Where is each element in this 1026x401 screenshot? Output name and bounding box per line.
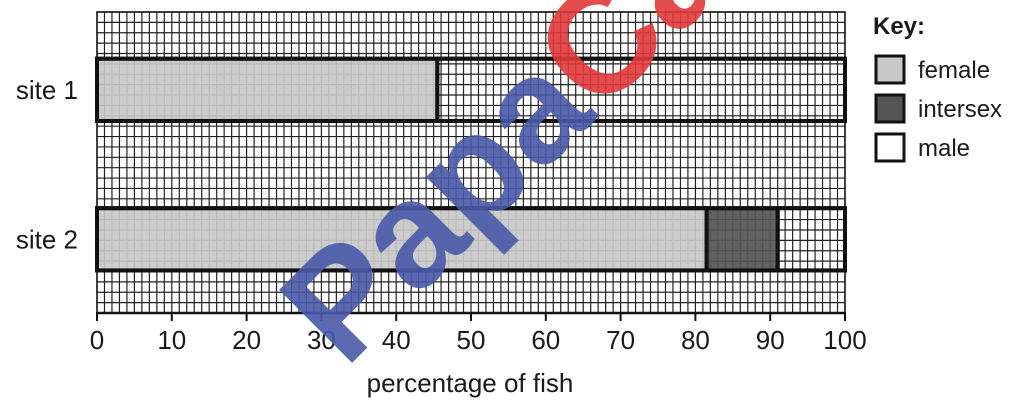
x-tick-label: 100: [823, 325, 866, 355]
x-tick-label: 20: [232, 325, 261, 355]
x-tick-label: 70: [606, 325, 635, 355]
x-tick-label: 60: [531, 325, 560, 355]
x-tick-label: 40: [382, 325, 411, 355]
x-tick-label: 10: [157, 325, 186, 355]
x-tick-label: 90: [756, 325, 785, 355]
x-axis: 0 10 20 30 40 50 60 70 80 90 100: [90, 11, 867, 355]
legend-label-male: male: [918, 135, 970, 162]
category-label: site 2: [16, 224, 78, 254]
category-label: site 1: [16, 75, 78, 105]
bar-male-site-2: [775, 206, 847, 273]
x-tick-label: 80: [681, 325, 710, 355]
legend-swatch-male: [874, 132, 906, 163]
x-tick-label: 0: [90, 325, 104, 355]
legend-title: Key:: [873, 13, 925, 40]
legend-label-female: female: [918, 57, 990, 84]
x-tick-label: 50: [457, 325, 486, 355]
bar-intersex-site-2: [704, 206, 780, 273]
x-tick-label: 30: [307, 325, 336, 355]
legend: Key: female intersex male: [873, 13, 1002, 163]
legend-swatch-intersex: [874, 93, 906, 124]
x-axis-title: percentage of fish: [367, 368, 574, 398]
legend-label-intersex: intersex: [918, 96, 1002, 123]
category-labels: site 1 site 2: [16, 75, 78, 254]
legend-swatch-female: [874, 54, 906, 85]
bar-female-site-1: [95, 56, 440, 123]
